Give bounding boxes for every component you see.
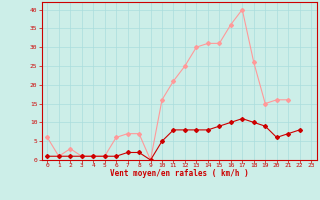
X-axis label: Vent moyen/en rafales ( km/h ): Vent moyen/en rafales ( km/h ) — [110, 169, 249, 178]
